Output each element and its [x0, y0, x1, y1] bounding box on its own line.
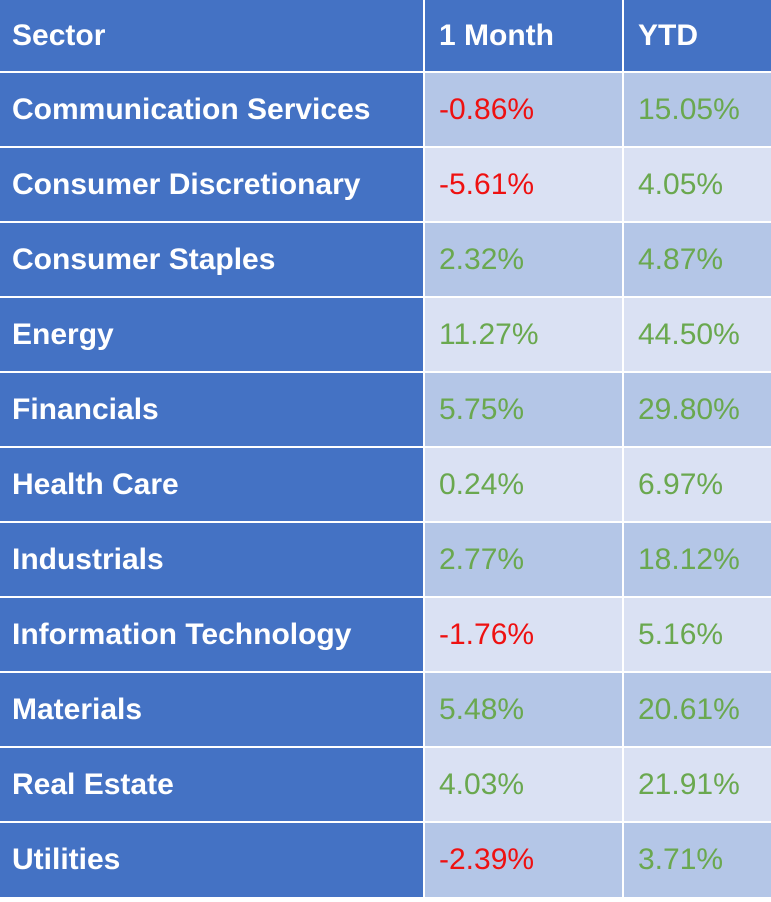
ytd-change-cell: 44.50% [622, 296, 771, 373]
sector-name-cell: Utilities [0, 821, 425, 897]
column-header-sector: Sector [0, 0, 425, 73]
ytd-change-cell: 15.05% [622, 71, 771, 148]
table-row: Information Technology -1.76% 5.16% [0, 596, 771, 673]
header-row: Sector 1 Month YTD [0, 0, 771, 73]
sector-name-cell: Information Technology [0, 596, 425, 673]
ytd-change-cell: 29.80% [622, 371, 771, 448]
ytd-change-cell: 5.16% [622, 596, 771, 673]
table-row: Financials 5.75% 29.80% [0, 371, 771, 448]
ytd-change-cell: 20.61% [622, 671, 771, 748]
table-row: Materials 5.48% 20.61% [0, 671, 771, 748]
ytd-change-cell: 6.97% [622, 446, 771, 523]
month-change-cell: -2.39% [423, 821, 624, 897]
column-header-ytd: YTD [622, 0, 771, 73]
month-change-cell: 5.48% [423, 671, 624, 748]
month-change-cell: 5.75% [423, 371, 624, 448]
month-change-cell: 4.03% [423, 746, 624, 823]
ytd-change-cell: 18.12% [622, 521, 771, 598]
sector-name-cell: Financials [0, 371, 425, 448]
sector-name-cell: Health Care [0, 446, 425, 523]
month-change-cell: 2.32% [423, 221, 624, 298]
table-row: Health Care 0.24% 6.97% [0, 446, 771, 523]
sector-name-cell: Consumer Staples [0, 221, 425, 298]
table-row: Real Estate 4.03% 21.91% [0, 746, 771, 823]
ytd-change-cell: 4.05% [622, 146, 771, 223]
table-row: Industrials 2.77% 18.12% [0, 521, 771, 598]
column-header-1-month: 1 Month [423, 0, 624, 73]
ytd-change-cell: 3.71% [622, 821, 771, 897]
table-row: Consumer Staples 2.32% 4.87% [0, 221, 771, 298]
month-change-cell: 0.24% [423, 446, 624, 523]
table-row: Communication Services -0.86% 15.05% [0, 71, 771, 148]
sector-name-cell: Energy [0, 296, 425, 373]
sector-name-cell: Consumer Discretionary [0, 146, 425, 223]
ytd-change-cell: 21.91% [622, 746, 771, 823]
sector-name-cell: Real Estate [0, 746, 425, 823]
sector-name-cell: Industrials [0, 521, 425, 598]
month-change-cell: -5.61% [423, 146, 624, 223]
ytd-change-cell: 4.87% [622, 221, 771, 298]
table-row: Energy 11.27% 44.50% [0, 296, 771, 373]
table-row: Consumer Discretionary -5.61% 4.05% [0, 146, 771, 223]
month-change-cell: -1.76% [423, 596, 624, 673]
month-change-cell: 2.77% [423, 521, 624, 598]
sector-name-cell: Communication Services [0, 71, 425, 148]
table-row: Utilities -2.39% 3.71% [0, 821, 771, 897]
month-change-cell: -0.86% [423, 71, 624, 148]
sector-name-cell: Materials [0, 671, 425, 748]
month-change-cell: 11.27% [423, 296, 624, 373]
